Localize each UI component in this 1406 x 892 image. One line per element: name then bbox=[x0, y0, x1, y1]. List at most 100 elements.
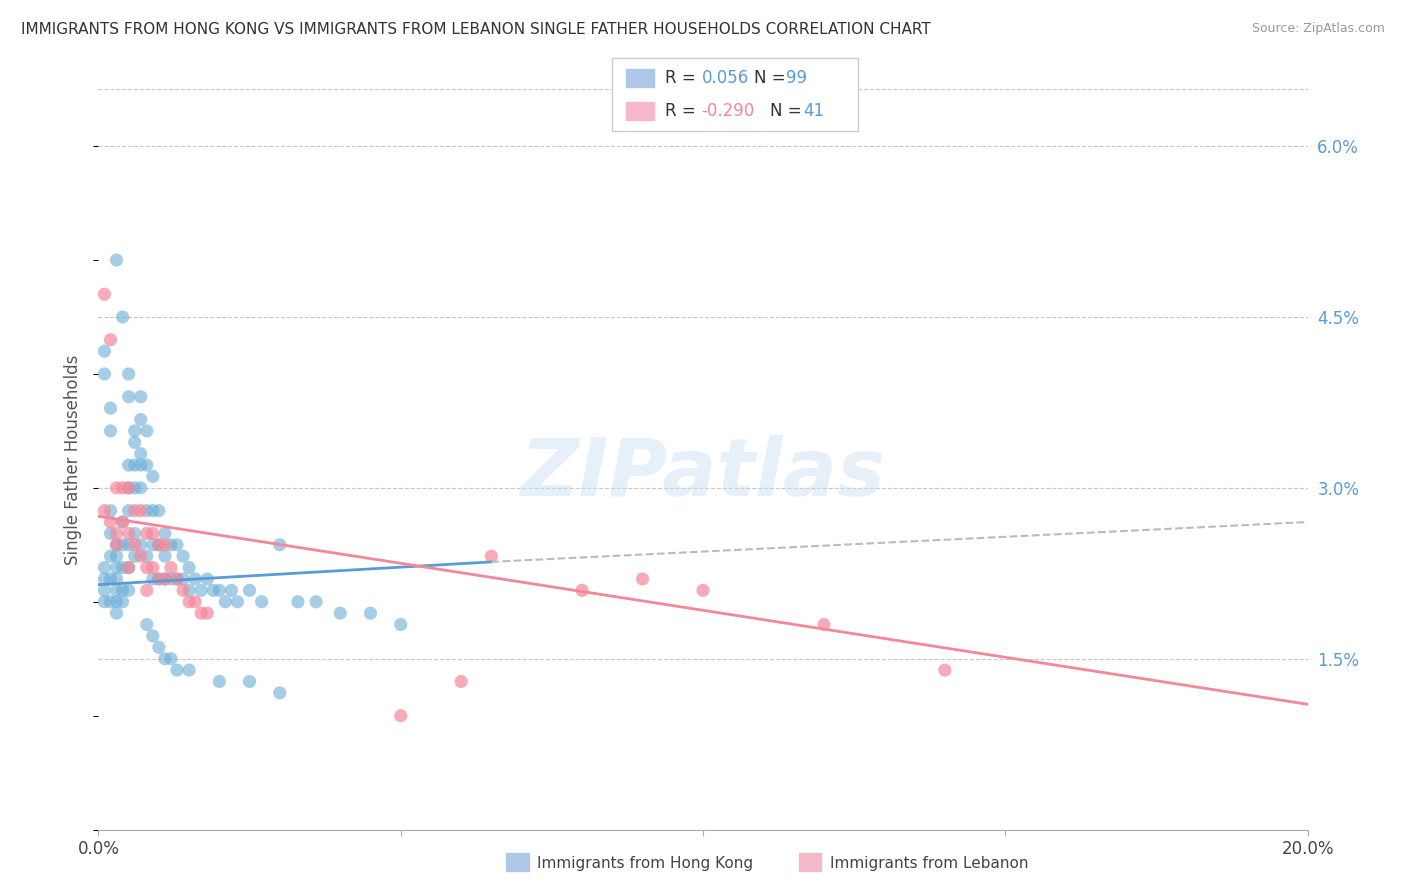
Point bbox=[135, 458, 157, 472]
Point bbox=[450, 674, 472, 689]
Point bbox=[111, 583, 134, 598]
Point bbox=[287, 595, 309, 609]
Point bbox=[148, 572, 170, 586]
Point bbox=[111, 595, 134, 609]
Point bbox=[148, 640, 170, 655]
Point bbox=[105, 549, 128, 564]
Point bbox=[105, 606, 128, 620]
Point bbox=[166, 663, 188, 677]
Point bbox=[142, 469, 165, 483]
Point bbox=[105, 481, 128, 495]
Point bbox=[118, 481, 141, 495]
Point bbox=[111, 560, 134, 574]
Point bbox=[179, 560, 201, 574]
Point bbox=[118, 526, 141, 541]
Point bbox=[100, 526, 122, 541]
Point bbox=[129, 412, 152, 426]
Point bbox=[208, 674, 231, 689]
Point bbox=[813, 617, 835, 632]
Point bbox=[100, 424, 122, 438]
Point bbox=[360, 606, 382, 620]
Point bbox=[934, 663, 956, 677]
Point bbox=[118, 390, 141, 404]
Point bbox=[124, 458, 146, 472]
Point bbox=[389, 617, 412, 632]
Point bbox=[208, 583, 231, 598]
Point bbox=[166, 572, 188, 586]
Point bbox=[129, 538, 152, 552]
Point bbox=[135, 549, 157, 564]
Point bbox=[93, 583, 115, 598]
Point bbox=[100, 503, 122, 517]
Point bbox=[111, 481, 134, 495]
Point bbox=[118, 367, 141, 381]
Point bbox=[111, 515, 134, 529]
Point bbox=[239, 583, 262, 598]
Point bbox=[124, 435, 146, 450]
Point bbox=[160, 538, 183, 552]
Point bbox=[124, 526, 146, 541]
Point bbox=[93, 344, 115, 359]
Point bbox=[184, 572, 207, 586]
Point bbox=[105, 526, 128, 541]
Point bbox=[105, 253, 128, 268]
Point bbox=[129, 390, 152, 404]
Point bbox=[100, 572, 122, 586]
Point bbox=[305, 595, 328, 609]
Point bbox=[166, 572, 188, 586]
Point bbox=[135, 583, 157, 598]
Point bbox=[631, 572, 654, 586]
Point bbox=[179, 595, 201, 609]
Text: 41: 41 bbox=[803, 102, 824, 120]
Point bbox=[124, 549, 146, 564]
Point bbox=[179, 663, 201, 677]
Point bbox=[105, 595, 128, 609]
Point bbox=[142, 526, 165, 541]
Point bbox=[124, 503, 146, 517]
Point bbox=[160, 572, 183, 586]
Point bbox=[239, 674, 262, 689]
Point bbox=[111, 515, 134, 529]
Point bbox=[153, 538, 176, 552]
Point bbox=[250, 595, 273, 609]
Point bbox=[100, 515, 122, 529]
Point bbox=[93, 287, 115, 301]
Point bbox=[172, 572, 194, 586]
Point bbox=[142, 538, 165, 552]
Point bbox=[111, 310, 134, 324]
Point bbox=[153, 572, 176, 586]
Point bbox=[135, 503, 157, 517]
Text: R =: R = bbox=[665, 69, 702, 87]
Point bbox=[153, 549, 176, 564]
Point bbox=[118, 458, 141, 472]
Point bbox=[135, 617, 157, 632]
Point bbox=[142, 572, 165, 586]
Point bbox=[160, 560, 183, 574]
Point bbox=[93, 572, 115, 586]
Point bbox=[93, 503, 115, 517]
Text: N =: N = bbox=[754, 69, 790, 87]
Point bbox=[118, 503, 141, 517]
Point bbox=[214, 595, 236, 609]
Point bbox=[129, 481, 152, 495]
Point bbox=[329, 606, 352, 620]
Text: 99: 99 bbox=[786, 69, 807, 87]
Point bbox=[100, 549, 122, 564]
Point bbox=[190, 606, 212, 620]
Point bbox=[148, 572, 170, 586]
Point bbox=[129, 503, 152, 517]
Point bbox=[105, 572, 128, 586]
Point bbox=[148, 538, 170, 552]
Point bbox=[142, 503, 165, 517]
Point bbox=[221, 583, 243, 598]
Point bbox=[269, 538, 291, 552]
Point bbox=[93, 595, 115, 609]
Point bbox=[172, 583, 194, 598]
Y-axis label: Single Father Households: Single Father Households bbox=[65, 354, 83, 565]
Text: ZIPatlas: ZIPatlas bbox=[520, 435, 886, 513]
Point bbox=[118, 560, 141, 574]
Point bbox=[202, 583, 225, 598]
Point bbox=[93, 367, 115, 381]
Point bbox=[111, 538, 134, 552]
Text: R =: R = bbox=[665, 102, 702, 120]
